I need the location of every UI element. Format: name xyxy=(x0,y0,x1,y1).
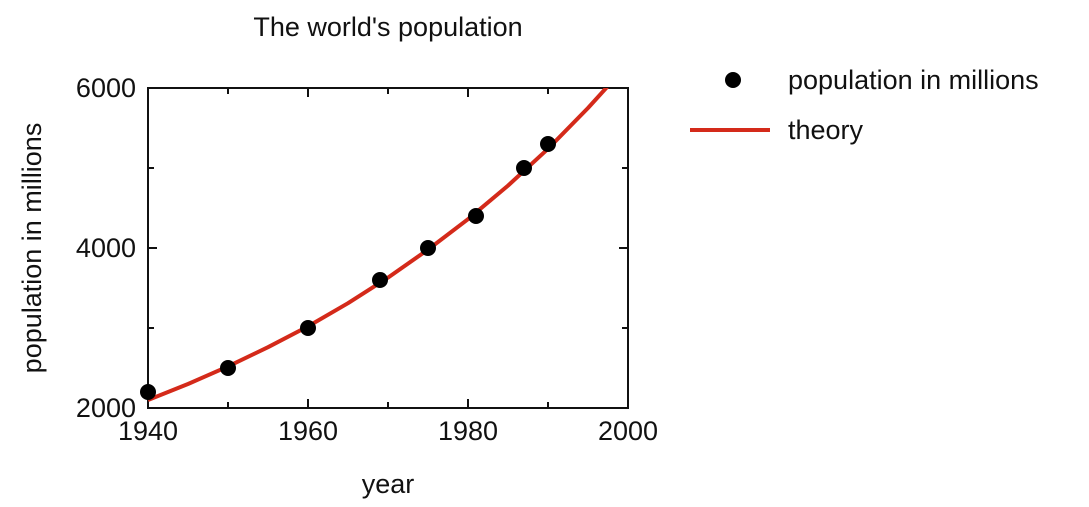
x-tick-label: 1960 xyxy=(278,416,338,446)
series-line-theory xyxy=(148,88,609,402)
data-point xyxy=(468,208,484,224)
legend-label-theory: theory xyxy=(788,115,864,145)
x-tick-label: 1940 xyxy=(118,416,178,446)
y-tick-label: 6000 xyxy=(76,73,136,103)
data-point xyxy=(372,272,388,288)
plot-area: 1940 1960 1980 2000 2000 4000 6000 xyxy=(76,73,658,446)
plot-frame xyxy=(147,87,629,409)
chart-title: The world's population xyxy=(253,12,522,42)
y-tick-label: 4000 xyxy=(76,233,136,263)
y-axis-label: population in millions xyxy=(17,123,47,374)
data-point xyxy=(420,240,436,256)
data-point xyxy=(220,360,236,376)
data-point xyxy=(516,160,532,176)
legend-marker-population xyxy=(725,72,741,88)
data-point xyxy=(540,136,556,152)
y-tick-label: 2000 xyxy=(76,393,136,423)
x-tick-label: 1980 xyxy=(438,416,498,446)
x-axis-label: year xyxy=(362,469,415,499)
legend: population in millions theory xyxy=(690,65,1039,145)
data-point xyxy=(300,320,316,336)
data-point xyxy=(140,384,156,400)
legend-label-population: population in millions xyxy=(788,65,1039,95)
x-tick-label: 2000 xyxy=(598,416,658,446)
